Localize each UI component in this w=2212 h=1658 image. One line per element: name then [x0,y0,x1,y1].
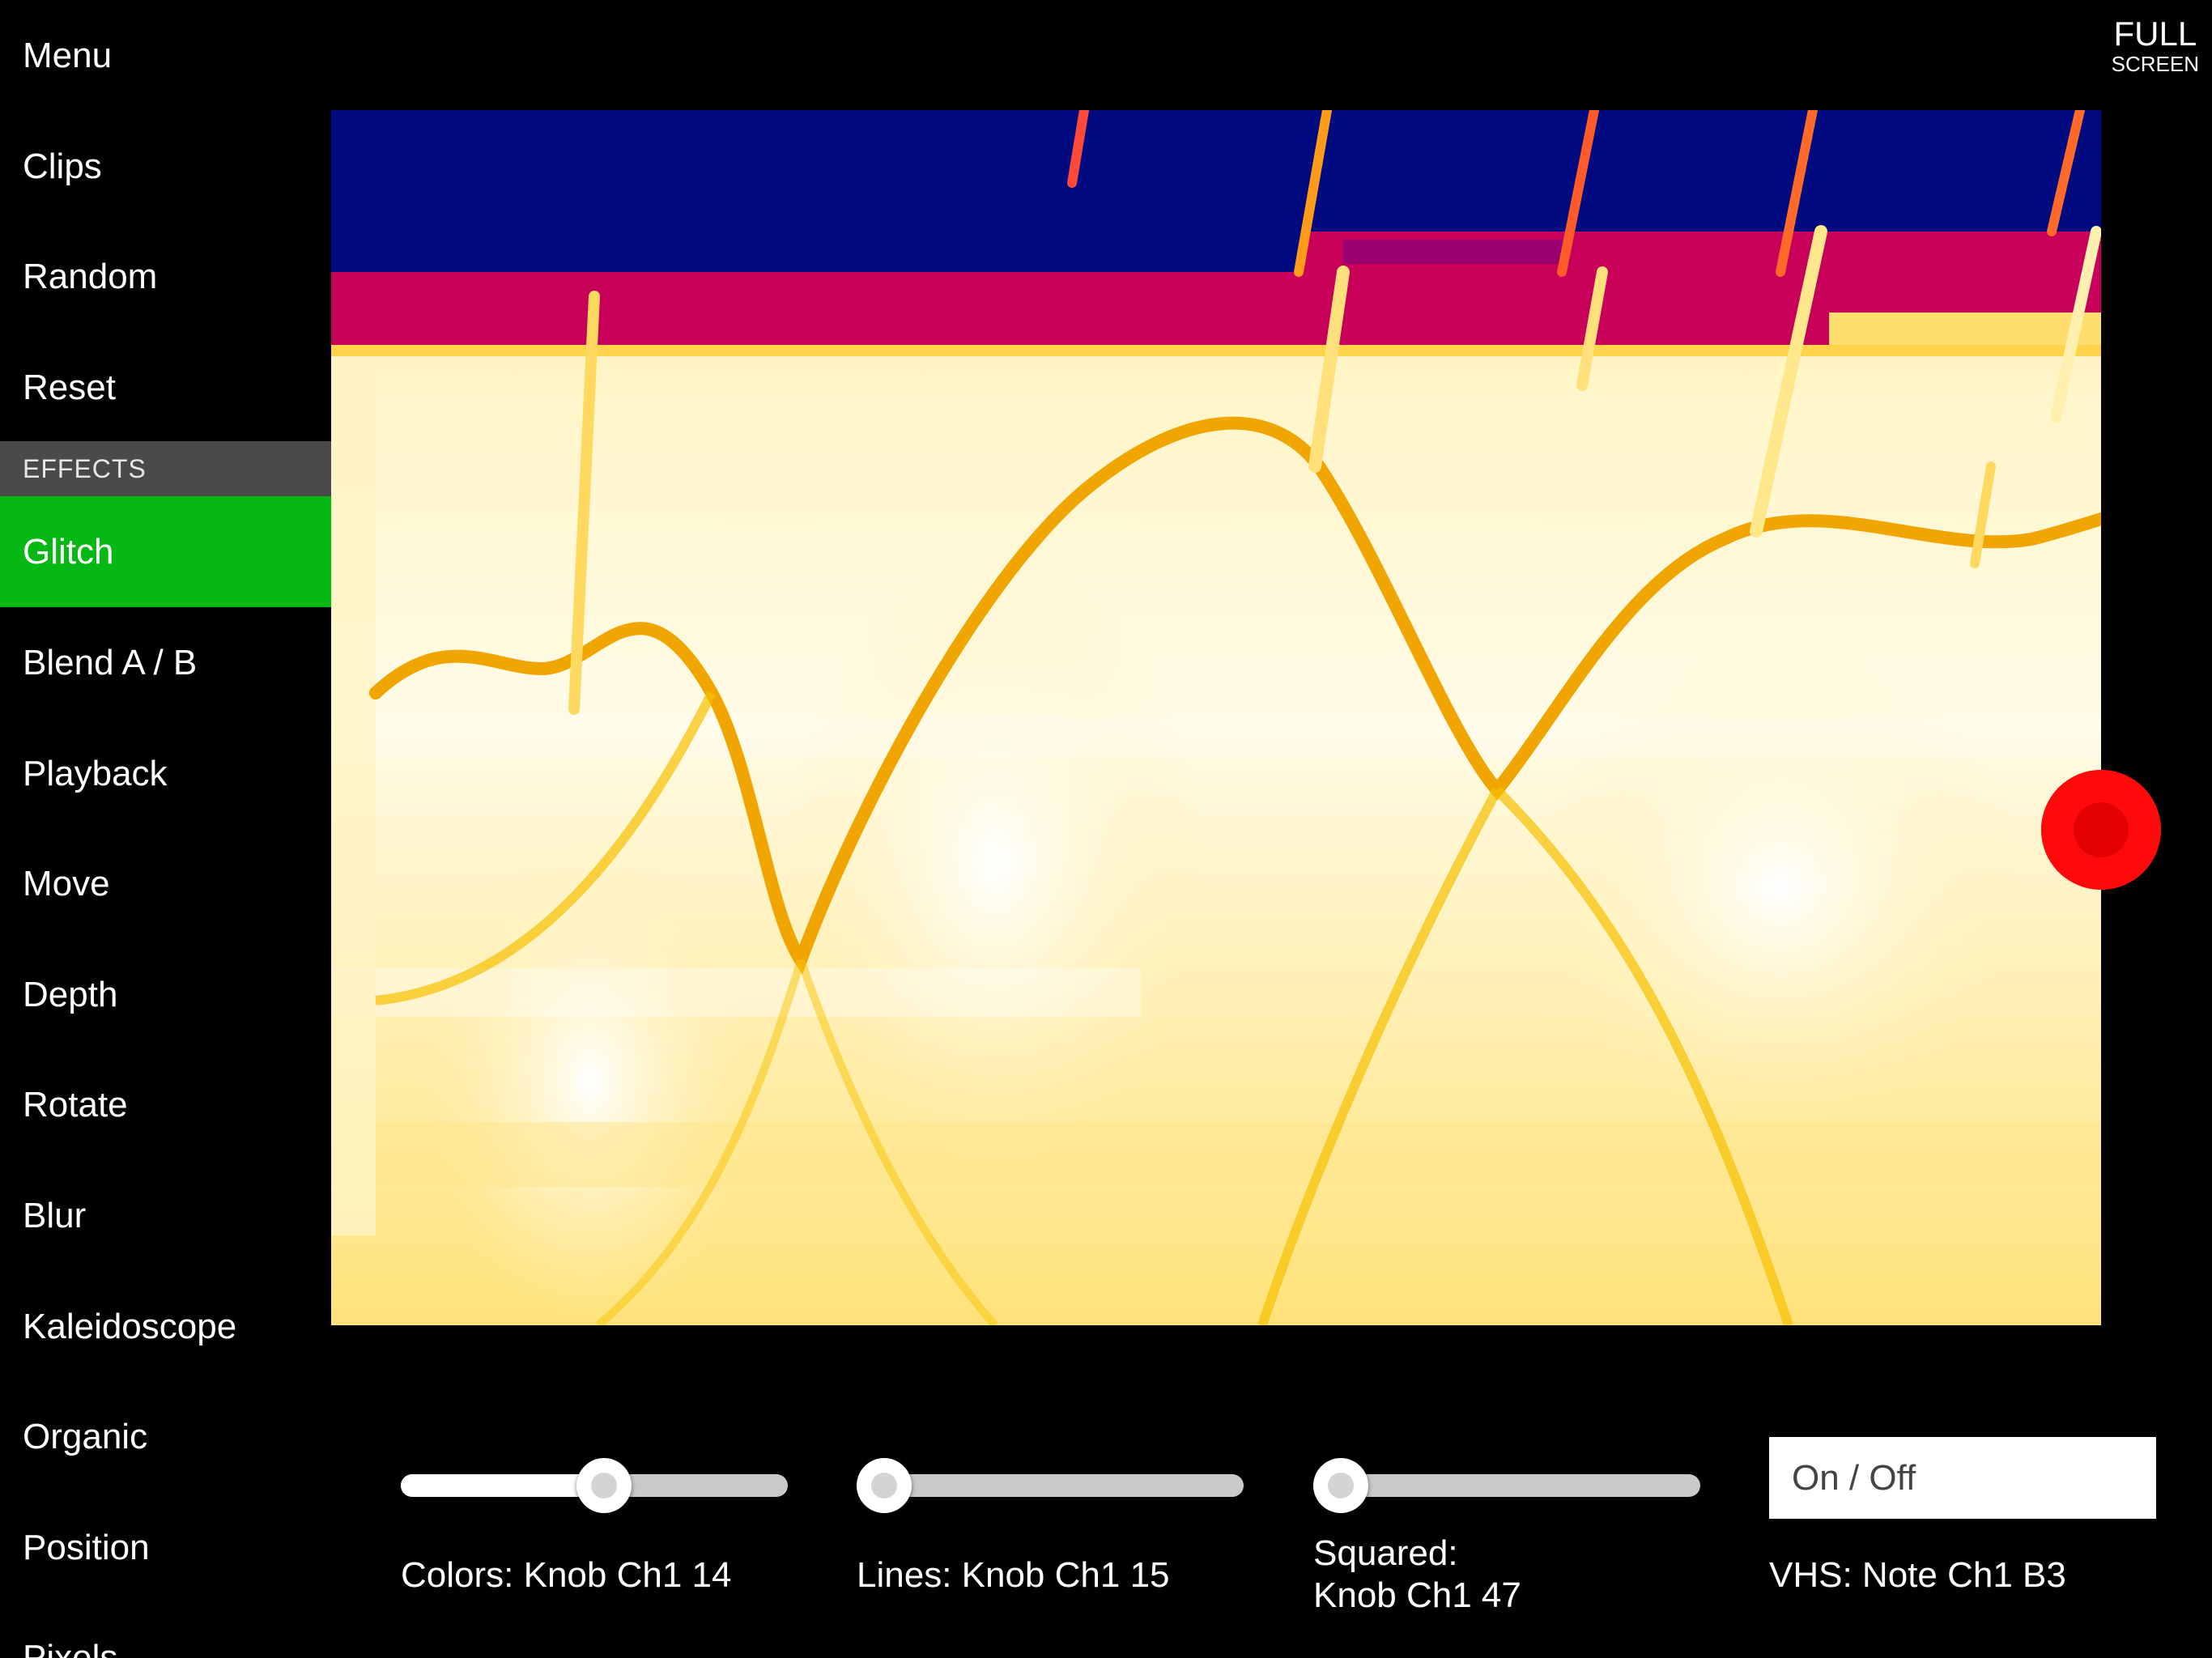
effect-glitch[interactable]: Glitch [0,496,331,607]
squared-label-line1: Squared: [1313,1533,1458,1573]
vhs-label: VHS: Note Ch1 B3 [1769,1555,2066,1595]
fullscreen-label-line1: FULL [2113,15,2197,53]
effects-section-header: EFFECTS [0,441,331,496]
effect-kaleidoscope[interactable]: Kaleidoscope [23,1306,237,1346]
record-button[interactable] [2041,770,2161,890]
fullscreen-button[interactable]: FULL SCREEN [2111,15,2199,77]
squared-slider-track [1313,1474,1700,1497]
effect-playback[interactable]: Playback [23,753,168,793]
lines-label: Lines: Knob Ch1 15 [857,1555,1170,1595]
effect-blur[interactable]: Blur [23,1195,87,1235]
squared-label: Squared: Knob Ch1 47 [1313,1533,1521,1617]
random-button[interactable]: Random [23,256,158,296]
lines-slider-thumb[interactable] [857,1458,912,1513]
lines-slider-track [857,1474,1244,1497]
squared-slider-thumb[interactable] [1313,1458,1368,1513]
colors-slider[interactable] [401,1458,788,1513]
vhs-toggle-button[interactable]: On / Off [1769,1437,2156,1519]
effect-organic[interactable]: Organic [23,1416,148,1456]
visual-canvas[interactable] [331,110,2101,1325]
colors-slider-thumb[interactable] [576,1458,632,1513]
clips-button[interactable]: Clips [23,146,102,186]
reset-button[interactable]: Reset [23,367,116,407]
glitch-visual [331,110,2101,1325]
effect-position[interactable]: Position [23,1527,150,1567]
effect-move[interactable]: Move [23,863,110,903]
effect-pixels[interactable]: Pixels [23,1637,118,1658]
colors-slider-fill [401,1474,605,1497]
record-icon [2074,802,2129,857]
effect-rotate[interactable]: Rotate [23,1084,128,1124]
sidebar: Menu Clips Random Reset EFFECTS Glitch B… [0,0,331,1658]
colors-label: Colors: Knob Ch1 14 [401,1555,732,1595]
effect-blend[interactable]: Blend A / B [23,642,198,682]
fullscreen-label-line2: SCREEN [2111,52,2199,76]
lines-slider[interactable] [857,1458,1244,1513]
menu-button[interactable]: Menu [23,35,113,75]
effect-depth[interactable]: Depth [23,974,118,1014]
squared-slider[interactable] [1313,1458,1700,1513]
squared-label-line2: Knob Ch1 47 [1313,1575,1521,1615]
